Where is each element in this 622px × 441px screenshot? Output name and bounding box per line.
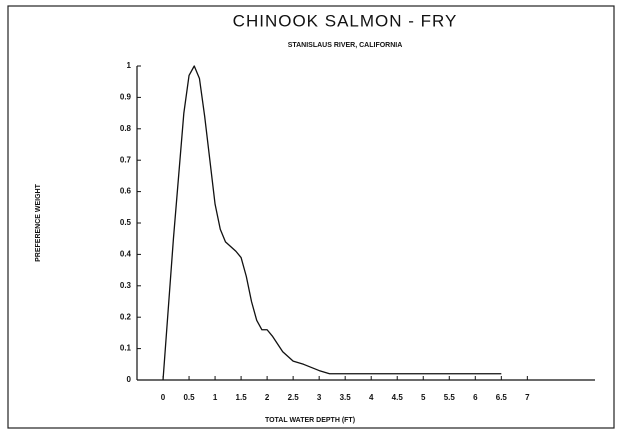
y-tick-label: 0.3 xyxy=(120,281,132,290)
y-tick-label: 0.1 xyxy=(120,344,132,353)
y-tick-label: 0.8 xyxy=(120,124,132,133)
x-tick-label: 5.5 xyxy=(444,393,456,402)
x-tick-label: 2.5 xyxy=(288,393,300,402)
y-tick-label: 0.4 xyxy=(120,250,132,259)
chart-subtitle: STANISLAUS RIVER, CALIFORNIA xyxy=(288,42,403,49)
y-tick-label: 0.2 xyxy=(120,312,132,321)
data-line xyxy=(162,65,502,381)
x-tick-label: 1.5 xyxy=(236,393,248,402)
x-tick-label: 6 xyxy=(473,393,478,402)
x-tick-label: 5 xyxy=(421,393,426,402)
x-tick-label: 4 xyxy=(369,393,374,402)
x-tick-label: 4.5 xyxy=(392,393,404,402)
y-tick-label: 0.9 xyxy=(120,93,132,102)
frame xyxy=(7,5,615,429)
y-tick-label: 0 xyxy=(127,375,132,384)
chart-title: CHINOOK SALMON - FRY xyxy=(233,11,458,30)
y-tick-label: 0.5 xyxy=(120,218,132,227)
x-axis-label: TOTAL WATER DEPTH (FT) xyxy=(265,417,355,424)
y-tick-label: 0.7 xyxy=(120,155,132,164)
x-tick-label: 0 xyxy=(161,393,166,402)
x-tick-label: 6.5 xyxy=(496,393,508,402)
x-tick-label: 3 xyxy=(317,393,322,402)
y-tick-label: 1 xyxy=(127,61,132,70)
x-tick-label: 3.5 xyxy=(340,393,352,402)
y-tick-label: 0.6 xyxy=(120,187,132,196)
x-tick-label: 7 xyxy=(525,393,530,402)
x-tick-label: 0.5 xyxy=(183,393,195,402)
x-tick-label: 2 xyxy=(265,393,270,402)
x-tick-label: 1 xyxy=(213,393,218,402)
y-axis-label: PREFERENCE WEIGHT xyxy=(35,183,42,262)
